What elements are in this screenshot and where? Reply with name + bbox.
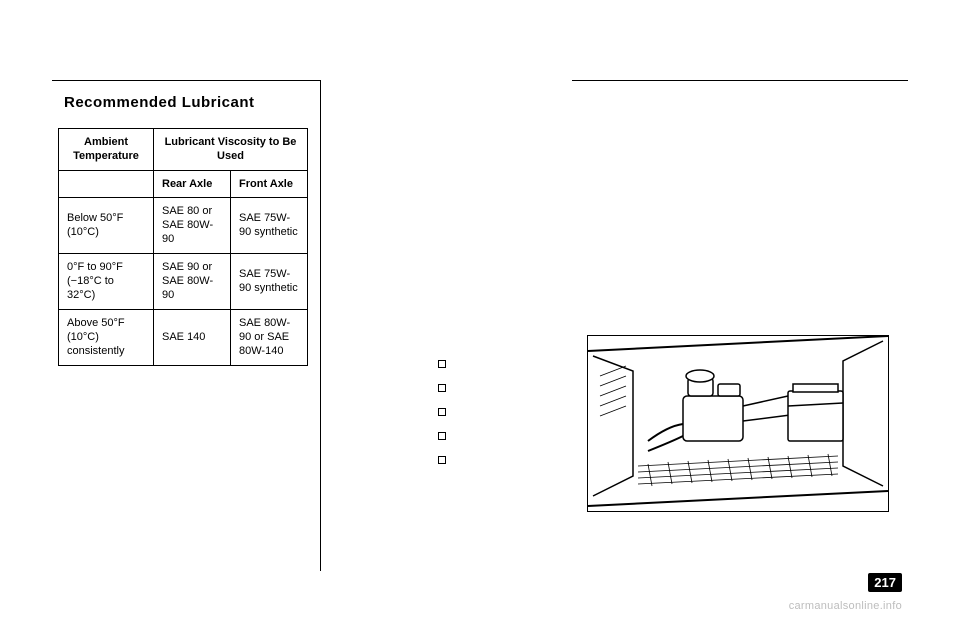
table-row: Below 50°F (10°C) SAE 80 or SAE 80W-90 S… (59, 197, 308, 253)
subheader-front-axle: Front Axle (231, 170, 308, 197)
cell-front: SAE 75W-90 synthetic (231, 197, 308, 253)
cell-rear: SAE 90 or SAE 80W-90 (154, 253, 231, 309)
cell-front: SAE 80W-90 or SAE 80W-140 (231, 309, 308, 365)
subheader-rear-axle: Rear Axle (154, 170, 231, 197)
bullet-icon (438, 360, 446, 368)
cell-temp: Below 50°F (10°C) (59, 197, 154, 253)
table-subheader-row: Rear Axle Front Axle (59, 170, 308, 197)
bullet-icon (438, 432, 446, 440)
cell-temp: Above 50°F (10°C) consistently (59, 309, 154, 365)
manual-page: Recommended Lubricant Ambient Temperatur… (52, 50, 908, 590)
bullet-icon (438, 384, 446, 392)
engine-svg (588, 336, 888, 511)
subheader-empty (59, 170, 154, 197)
section-heading: Recommended Lubricant (64, 94, 255, 111)
right-column-top-rule (572, 80, 908, 82)
bullet-icon (438, 456, 446, 464)
bullet-icon (438, 408, 446, 416)
engine-bay-illustration (587, 335, 889, 512)
table-row: 0°F to 90°F (−18°C to 32°C) SAE 90 or SA… (59, 253, 308, 309)
bullet-list-markers (438, 360, 446, 480)
header-ambient-temp: Ambient Temperature (59, 129, 154, 171)
cell-temp: 0°F to 90°F (−18°C to 32°C) (59, 253, 154, 309)
cell-rear: SAE 80 or SAE 80W-90 (154, 197, 231, 253)
table-row: Above 50°F (10°C) consistently SAE 140 S… (59, 309, 308, 365)
table-header-row: Ambient Temperature Lubricant Viscosity … (59, 129, 308, 171)
source-watermark: carmanualsonline.info (789, 600, 902, 612)
lubricant-table: Ambient Temperature Lubricant Viscosity … (58, 128, 308, 366)
page-number-badge: 217 (868, 573, 902, 592)
header-viscosity: Lubricant Viscosity to Be Used (154, 129, 308, 171)
cell-front: SAE 75W-90 synthetic (231, 253, 308, 309)
cell-rear: SAE 140 (154, 309, 231, 365)
